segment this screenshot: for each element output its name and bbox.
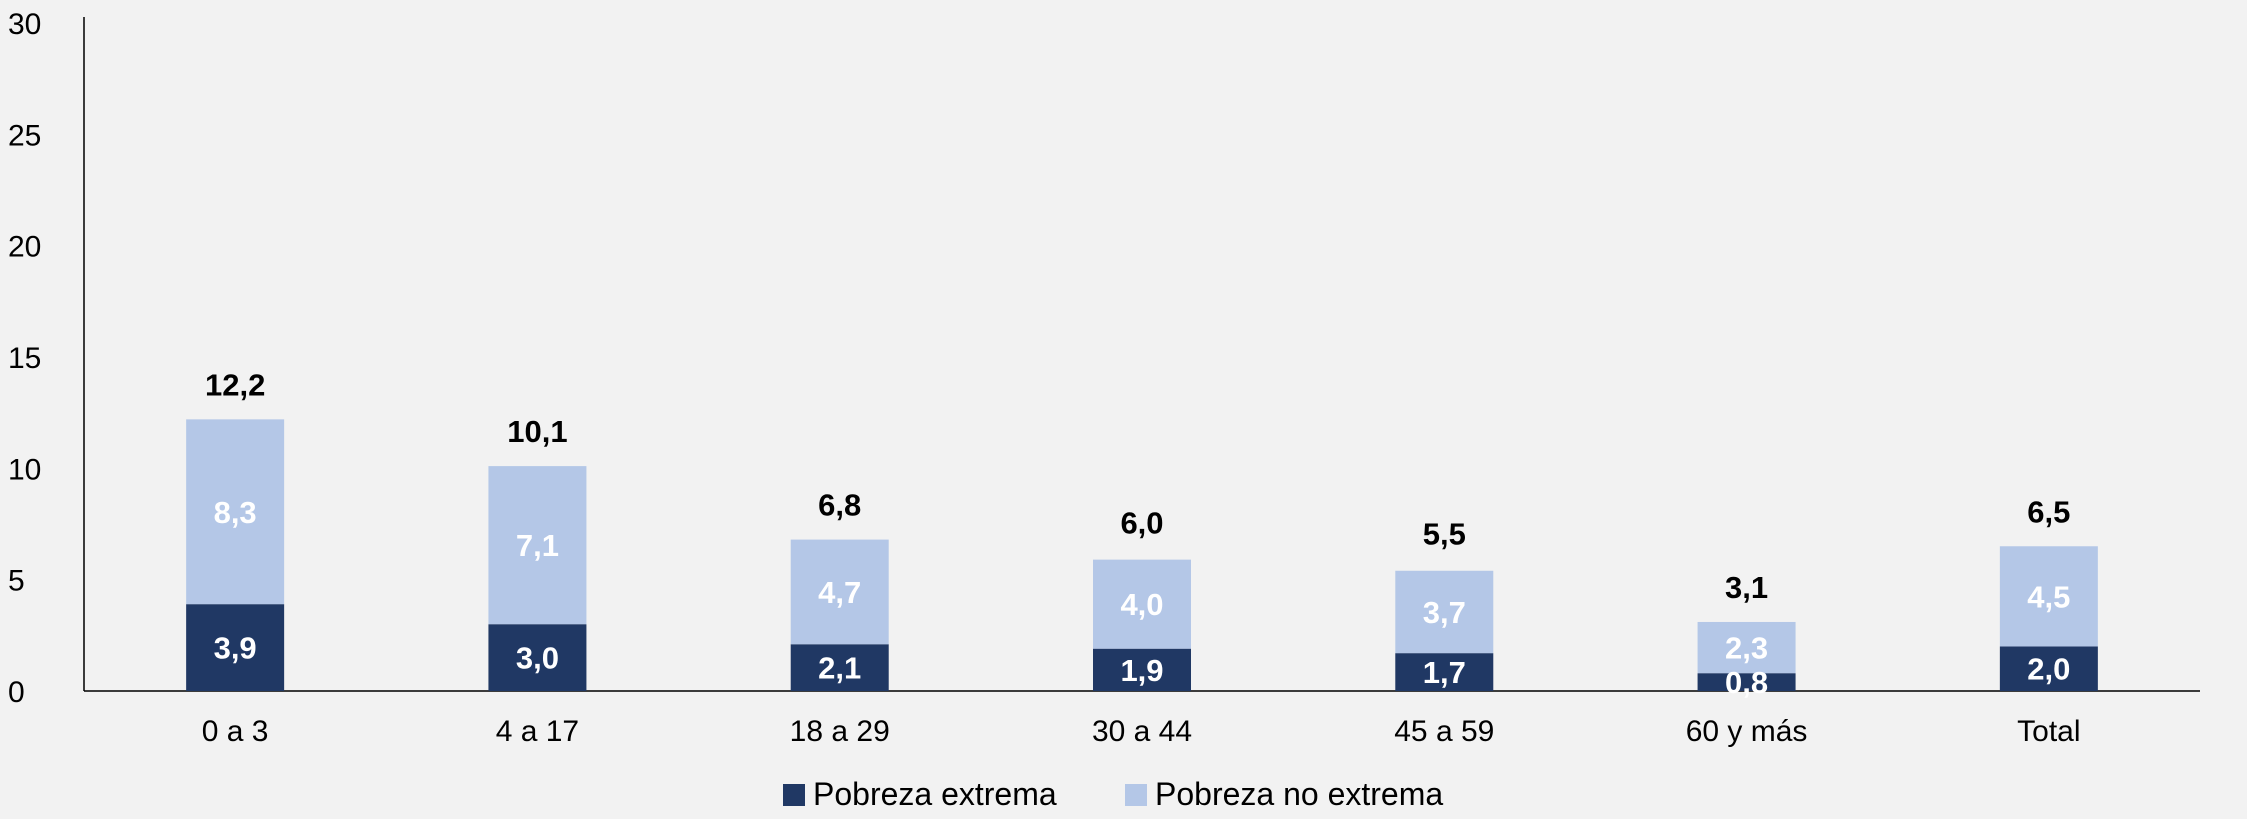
data-label-pobreza-no-extrema: 4,0 xyxy=(1120,587,1163,622)
data-label-total: 3,1 xyxy=(1725,570,1768,605)
legend: Pobreza extrema Pobreza no extrema xyxy=(783,776,1443,812)
bar-segment-pobreza-extrema xyxy=(488,624,587,691)
x-tick-label: 30 a 44 xyxy=(1092,715,1192,748)
data-label-total: 6,8 xyxy=(818,488,861,523)
bar-segment-pobreza-no-extrema xyxy=(1999,546,2098,647)
y-tick-label: 30 xyxy=(8,8,41,41)
x-tick-label: Total xyxy=(2017,715,2080,748)
bar-segment-pobreza-extrema xyxy=(186,604,285,691)
data-label-pobreza-no-extrema: 3,7 xyxy=(1423,595,1466,630)
bar-stack: 1,7 3,7 5,5 xyxy=(1395,517,1494,691)
data-label-total: 6,0 xyxy=(1120,505,1163,540)
legend-item-pobreza-no-extrema: Pobreza no extrema xyxy=(1125,776,1443,812)
y-tick-label: 25 xyxy=(8,119,41,152)
data-label-pobreza-extrema: 1,9 xyxy=(1120,653,1163,688)
bar-stack: 3,0 7,1 10,1 xyxy=(488,414,587,691)
data-label-pobreza-no-extrema: 7,1 xyxy=(516,528,559,563)
y-tick-label: 15 xyxy=(8,342,41,375)
data-label-total: 5,5 xyxy=(1423,517,1466,552)
legend-label: Pobreza no extrema xyxy=(1155,776,1443,812)
legend-item-pobreza-extrema: Pobreza extrema xyxy=(783,776,1057,812)
bar-segment-pobreza-no-extrema xyxy=(488,466,587,625)
bar-segment-pobreza-extrema xyxy=(1697,673,1796,691)
data-label-total: 12,2 xyxy=(205,367,265,402)
bar-stack: 2,0 4,5 6,5 xyxy=(1999,494,2098,691)
x-tick-label: 60 y más xyxy=(1686,715,1808,748)
bar-segment-pobreza-no-extrema xyxy=(1395,570,1494,654)
data-label-pobreza-extrema: 2,0 xyxy=(2027,652,2070,687)
bar-stack: 1,9 4,0 6,0 xyxy=(1093,505,1191,691)
x-tick-label: 45 a 59 xyxy=(1394,715,1494,748)
data-label-pobreza-no-extrema: 4,7 xyxy=(818,575,861,610)
data-label-pobreza-no-extrema: 2,3 xyxy=(1725,631,1768,666)
x-tick-label: 0 a 3 xyxy=(202,715,269,748)
bar-segment-pobreza-extrema xyxy=(1093,648,1191,691)
data-label-pobreza-extrema: 1,7 xyxy=(1423,655,1466,690)
legend-swatch xyxy=(783,784,805,806)
x-axis: 0 a 3 4 a 17 18 a 29 30 a 44 45 a 59 60 y más… xyxy=(84,690,2200,748)
bar-stack: 2,1 4,7 6,8 xyxy=(790,488,889,691)
data-label-total: 6,5 xyxy=(2027,494,2070,529)
bar-segment-pobreza-extrema xyxy=(1999,646,2098,691)
bar-segment-pobreza-no-extrema xyxy=(186,419,285,605)
y-axis: 0 5 10 15 20 25 30 xyxy=(8,8,85,709)
x-tick-label: 18 a 29 xyxy=(790,715,890,748)
y-tick-label: 20 xyxy=(8,231,41,264)
x-tick-label: 4 a 17 xyxy=(496,715,579,748)
bar-stack: 3,9 8,3 12,2 xyxy=(186,367,285,691)
y-tick-label: 5 xyxy=(8,565,25,598)
data-label-pobreza-no-extrema: 8,3 xyxy=(214,495,257,530)
legend-swatch xyxy=(1125,784,1147,806)
data-label-pobreza-extrema: 2,1 xyxy=(818,651,861,686)
bar-segment-pobreza-no-extrema xyxy=(1093,559,1191,649)
bar-segment-pobreza-extrema xyxy=(790,644,889,691)
data-label-total: 10,1 xyxy=(507,414,567,449)
bar-stack: 0,82,3 3,1 xyxy=(1697,570,1796,700)
y-tick-label: 0 xyxy=(8,676,25,709)
bar-segment-pobreza-no-extrema xyxy=(1697,621,1796,674)
bar-segment-pobreza-no-extrema xyxy=(790,539,889,645)
data-label-pobreza-extrema: 3,0 xyxy=(516,641,559,676)
bar-segment-pobreza-extrema xyxy=(1395,653,1494,691)
data-label-pobreza-extrema: 0,8 xyxy=(1725,665,1768,700)
data-label-pobreza-no-extrema: 4,5 xyxy=(2027,579,2070,614)
y-tick-label: 10 xyxy=(8,453,41,486)
legend-label: Pobreza extrema xyxy=(813,776,1057,812)
bars: 3,98,312,23,07,110,12,14,76,81,94,06,01,… xyxy=(186,367,2098,700)
data-label-pobreza-extrema: 3,9 xyxy=(214,631,257,666)
